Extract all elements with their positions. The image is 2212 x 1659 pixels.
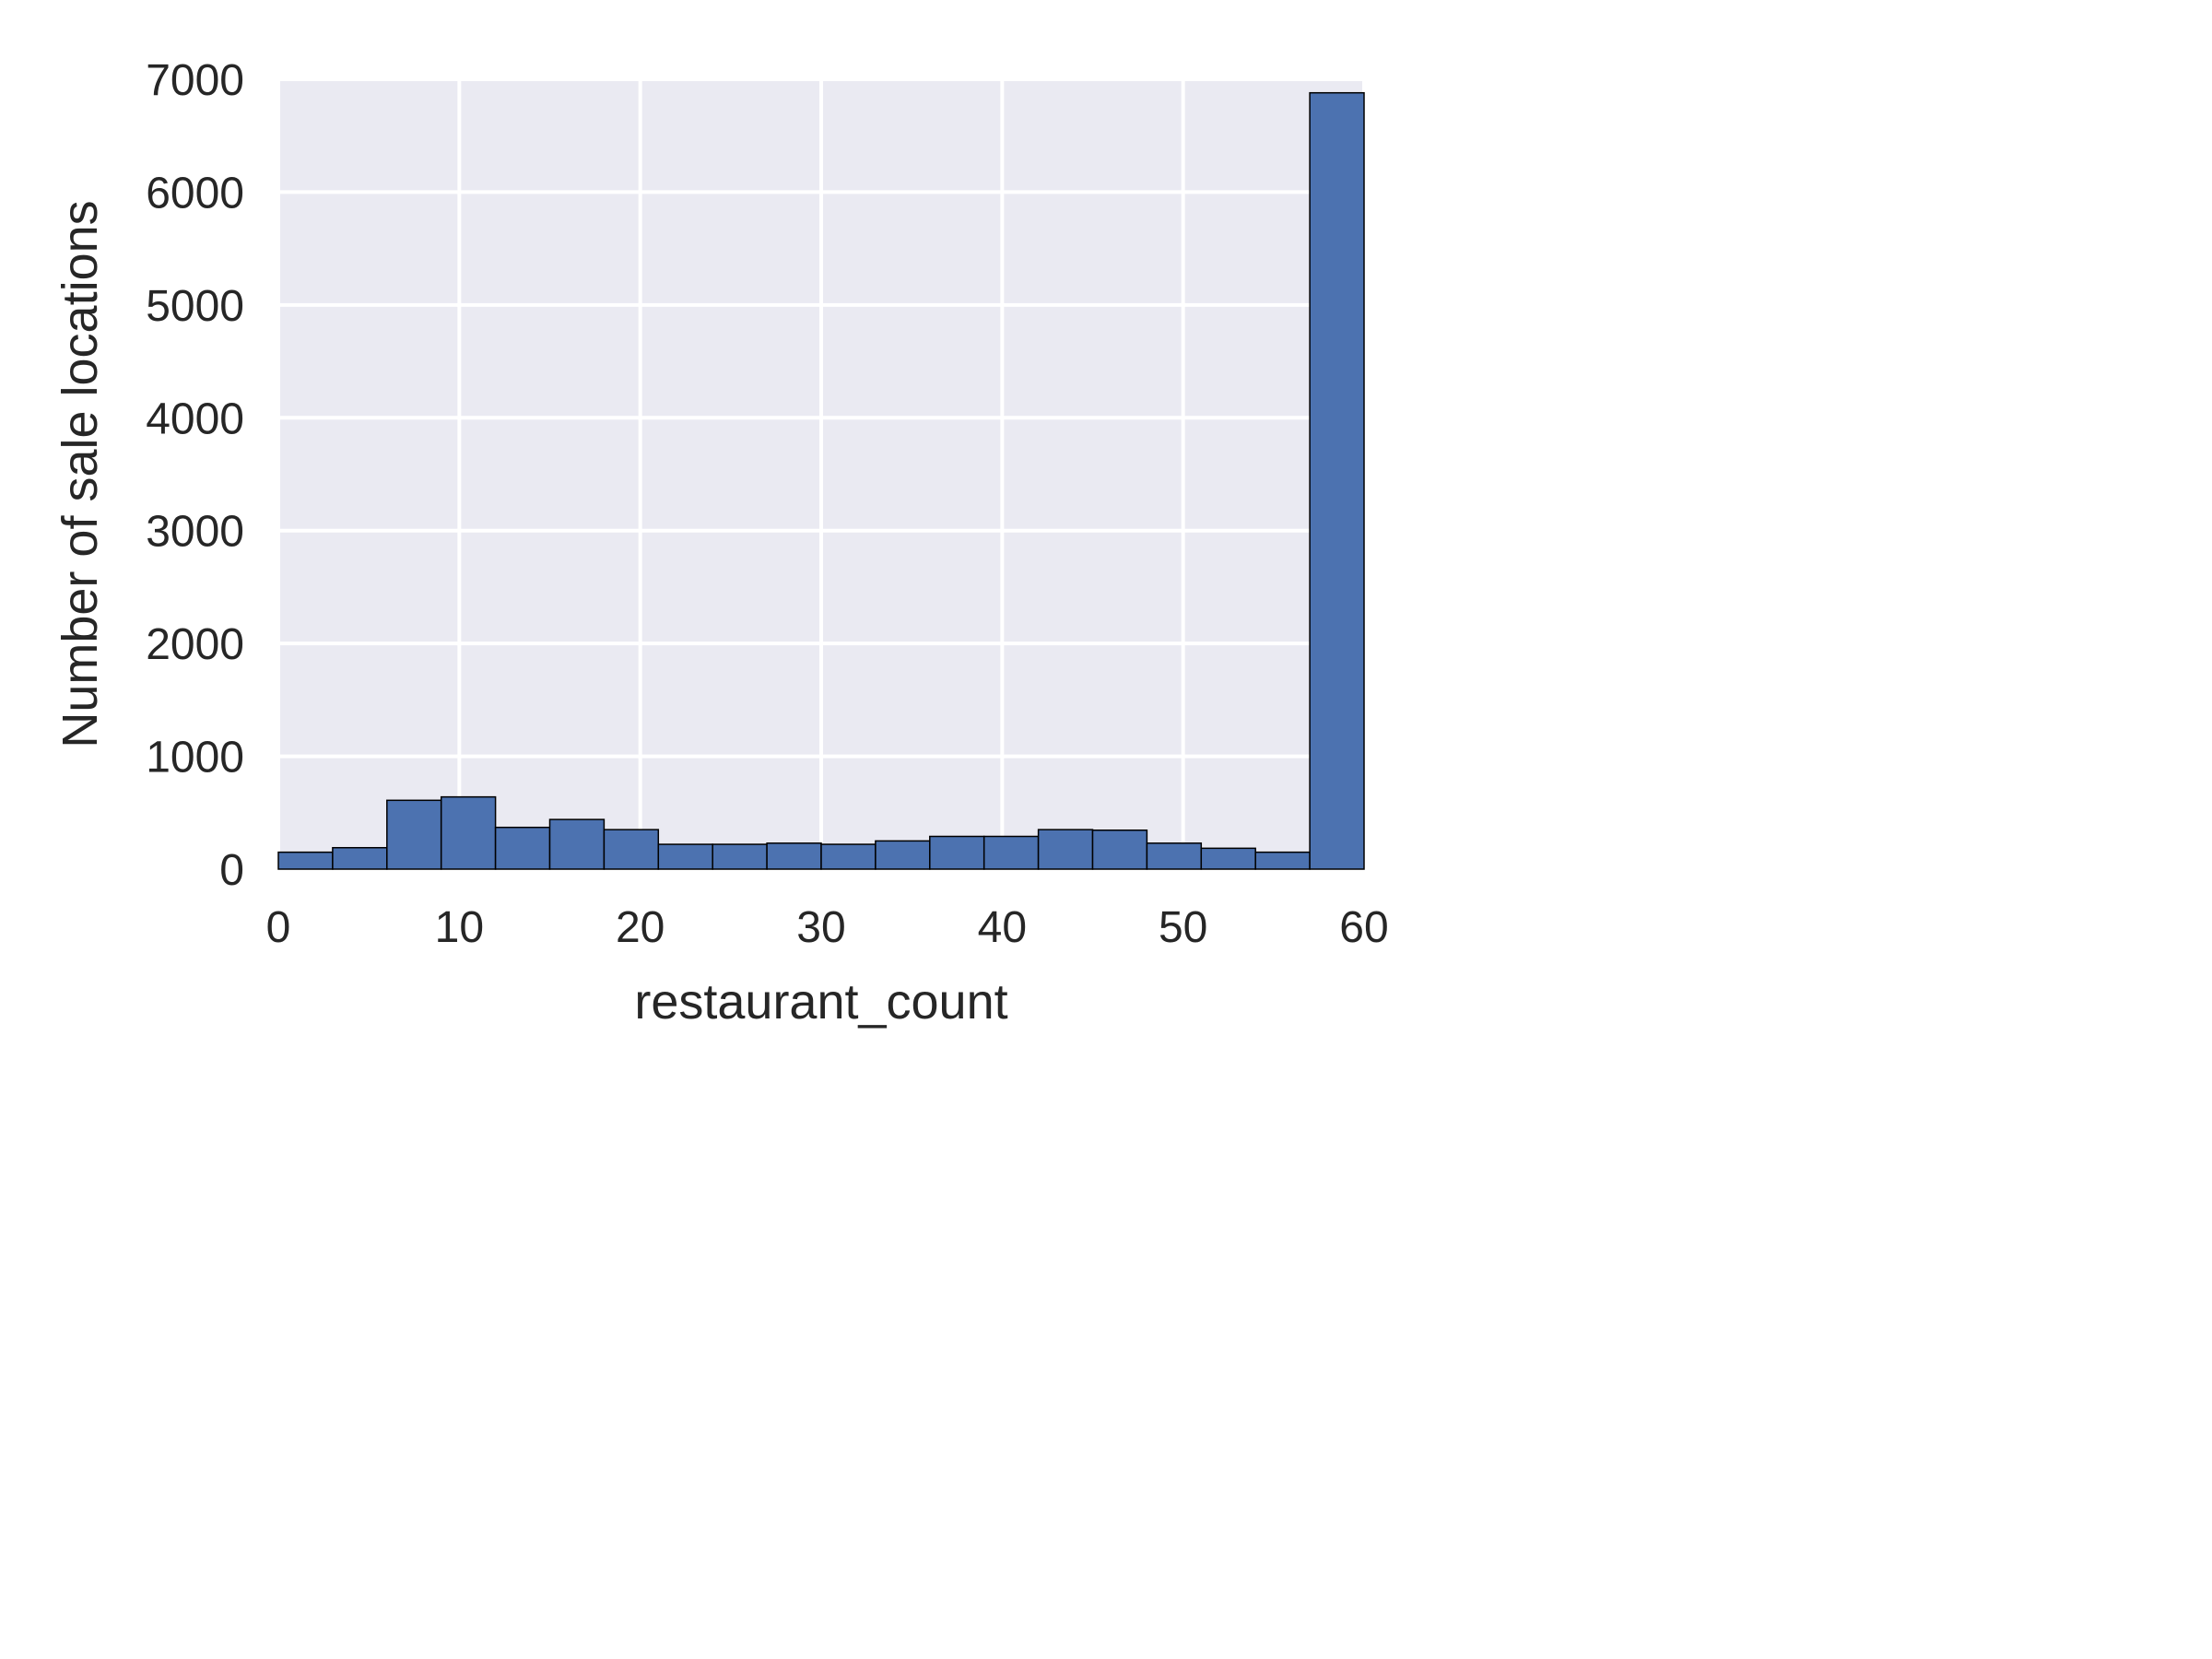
x-tick-label: 0 bbox=[266, 903, 291, 952]
histogram-bar bbox=[929, 835, 985, 870]
histogram-chart: 0 10 20 30 40 50 60 0 1000 2000 3000 4000 5000 6000 7… bbox=[53, 56, 1389, 1030]
x-tick-label: 60 bbox=[1339, 903, 1388, 952]
histogram-bar bbox=[440, 795, 497, 870]
histogram-bar bbox=[712, 843, 768, 870]
histogram-bar bbox=[657, 843, 713, 870]
x-tick-label: 50 bbox=[1159, 903, 1207, 952]
y-tick-label: 7000 bbox=[146, 56, 244, 105]
histogram-bar bbox=[603, 829, 660, 870]
histogram-bar bbox=[386, 799, 442, 870]
bars bbox=[277, 91, 1365, 870]
histogram-bar bbox=[277, 851, 334, 870]
histogram-bar bbox=[766, 842, 822, 870]
histogram-bar bbox=[875, 840, 931, 870]
x-tick-label: 20 bbox=[616, 903, 665, 952]
y-tick-label: 5000 bbox=[146, 282, 244, 331]
histogram-bar bbox=[494, 826, 551, 870]
histogram-bar bbox=[332, 846, 388, 870]
histogram-bar bbox=[820, 843, 877, 870]
y-axis-label: Number of sale locations bbox=[53, 200, 108, 747]
y-tick-label: 6000 bbox=[146, 169, 244, 218]
y-tick-label: 1000 bbox=[146, 734, 244, 782]
histogram-bar bbox=[1091, 830, 1148, 870]
y-tick-label: 2000 bbox=[146, 620, 244, 669]
histogram-bar bbox=[1309, 91, 1365, 870]
histogram-bar bbox=[1200, 847, 1256, 870]
histogram-bar bbox=[548, 818, 606, 870]
y-tick-labels: 0 1000 2000 3000 4000 5000 6000 7000 bbox=[146, 56, 244, 895]
x-tick-labels: 0 10 20 30 40 50 60 bbox=[266, 903, 1389, 952]
histogram-bar bbox=[1254, 851, 1311, 870]
x-tick-label: 30 bbox=[796, 903, 845, 952]
y-tick-label: 3000 bbox=[146, 508, 244, 557]
histogram-bar bbox=[982, 835, 1040, 870]
x-axis-label: restaurant_count bbox=[634, 974, 1007, 1030]
x-tick-label: 40 bbox=[978, 903, 1027, 952]
histogram-bar bbox=[1037, 829, 1094, 870]
x-tick-label: 10 bbox=[435, 903, 484, 952]
histogram-bar bbox=[1146, 842, 1203, 870]
y-tick-label: 4000 bbox=[146, 394, 244, 443]
y-tick-label: 0 bbox=[219, 846, 244, 895]
